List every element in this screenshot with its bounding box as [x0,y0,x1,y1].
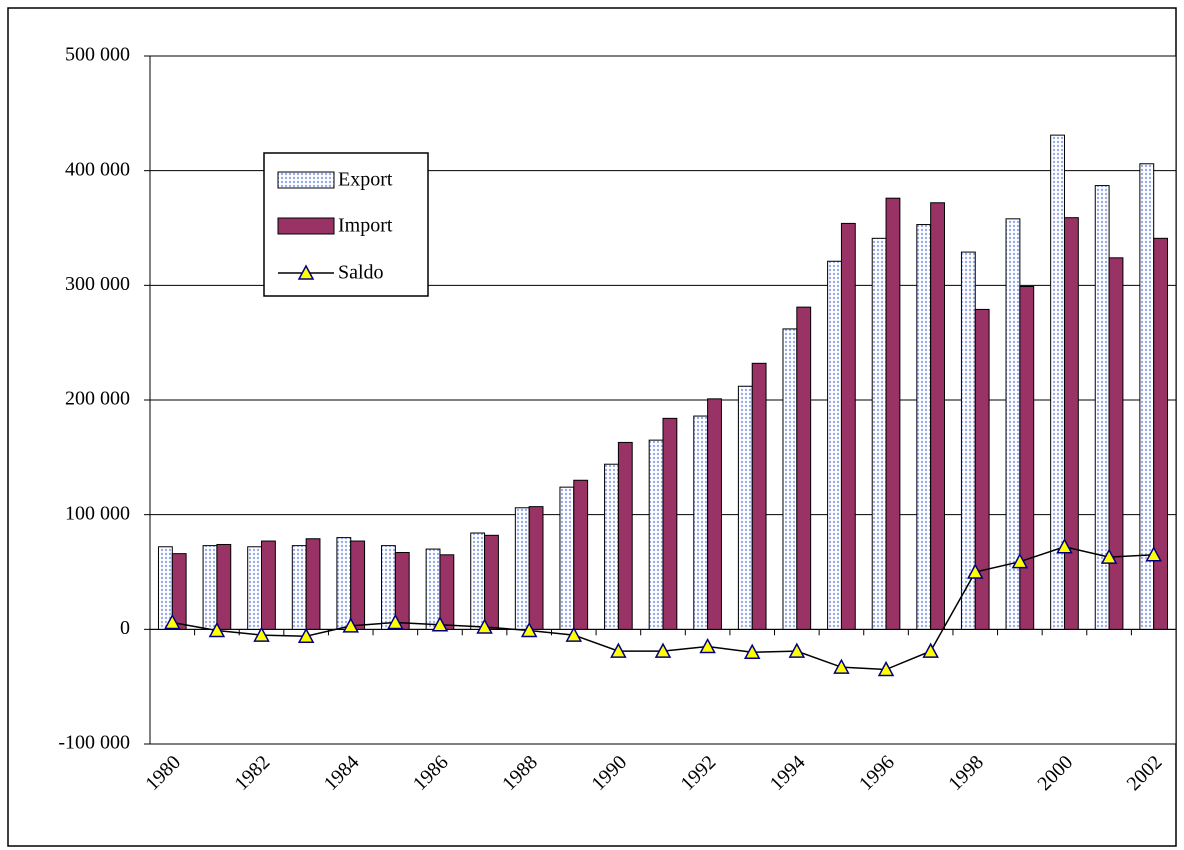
bar [974,308,990,630]
legend-label: Import [338,215,393,237]
bar [381,545,396,630]
marker [788,642,806,658]
y-tick-label: 300 000 [65,273,130,295]
marker [565,626,583,642]
marker [1145,546,1162,562]
bar [439,554,455,630]
marker [654,642,672,658]
y-tick-label: 0 [120,617,130,639]
legend-swatch [277,217,335,235]
bar [604,463,619,630]
marker [1056,538,1073,554]
marker [342,617,359,633]
bar [202,545,218,630]
bar [261,540,276,630]
bar [1019,285,1035,630]
bar [157,546,173,630]
marker [743,643,761,660]
bar [1050,134,1065,630]
bar [514,507,530,630]
y-tick-label: 200 000 [65,388,130,410]
marker [1100,548,1118,564]
bar [216,543,232,630]
x-tick-label: 1986 [409,751,453,795]
x-tick-label: 2002 [1123,751,1167,795]
bar [707,398,722,630]
bar [484,534,499,630]
bar [247,546,263,630]
marker [967,563,984,579]
bar [840,222,856,630]
bar [470,532,486,630]
marker [253,626,270,642]
bar [693,415,709,630]
x-tick-label: 1996 [855,751,899,795]
marker [877,660,895,677]
marker [520,621,538,638]
bar [425,548,441,630]
x-tick-label: 1980 [141,751,185,795]
x-tick-label: 1992 [677,751,721,795]
bar [1108,257,1124,630]
bar [827,260,842,630]
bar [662,417,678,630]
marker [431,616,449,632]
marker [297,627,315,643]
x-tick-label: 1998 [944,751,988,795]
y-tick-label: -100 000 [58,732,130,754]
marker [610,642,627,658]
y-tick-label: 100 000 [65,502,130,524]
legend-marker [297,264,315,280]
bar [1063,217,1079,630]
marker [387,613,404,630]
bar [350,540,366,630]
bar [336,537,352,630]
bar [737,385,753,630]
marker [208,621,226,638]
x-tick-label: 1982 [230,751,274,795]
x-tick-label: 1990 [587,751,631,795]
bar [291,545,307,630]
bar [617,441,633,630]
bar [930,202,945,630]
legend: Export Import Saldo [263,152,429,297]
bar [796,306,812,630]
bar [885,197,901,630]
bar [1153,237,1169,630]
y-tick-label: 400 000 [65,158,130,180]
legend-swatch [277,171,335,189]
bar [573,479,589,630]
marker [922,642,939,658]
x-tick-label: 1994 [766,751,810,795]
bar [394,552,410,630]
bar [916,224,932,630]
bar [528,506,544,630]
marker [1011,553,1029,569]
marker [833,658,850,674]
marker [699,637,716,654]
bar [305,538,321,630]
x-tick-label: 1984 [320,751,364,795]
x-tick-label: 1988 [498,751,542,795]
bar [648,439,664,630]
bar [782,328,798,630]
y-tick-label: 500 000 [65,44,130,66]
legend-label: Export [338,169,393,191]
bar [171,553,187,630]
marker [164,613,181,630]
bar [751,362,767,630]
marker [476,618,493,634]
bar [871,237,887,630]
x-tick-label: 2000 [1033,751,1077,795]
legend-label: Saldo [338,262,384,284]
bar [559,486,575,630]
